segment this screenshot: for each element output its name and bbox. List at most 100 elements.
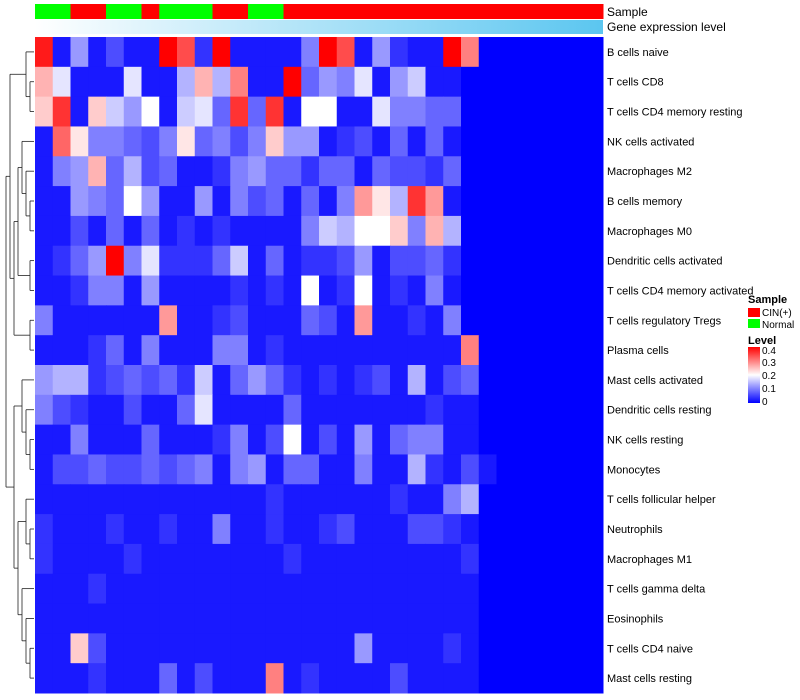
heatmap-cell bbox=[319, 37, 338, 68]
heatmap-cell bbox=[265, 365, 284, 396]
heatmap-cell bbox=[425, 335, 444, 366]
heatmap-cell bbox=[106, 215, 125, 247]
heatmap-cell bbox=[425, 96, 444, 127]
heatmap-cell bbox=[514, 37, 533, 68]
legend-level-colorbar bbox=[748, 347, 760, 403]
heatmap-cell bbox=[70, 335, 89, 366]
heatmap-cell bbox=[407, 573, 426, 605]
heatmap-cell bbox=[478, 573, 497, 605]
heatmap-cell bbox=[88, 663, 107, 694]
heatmap-cell bbox=[141, 484, 160, 515]
row-label: NK cells resting bbox=[607, 435, 683, 447]
heatmap-cell bbox=[372, 126, 391, 157]
heatmap-cell bbox=[478, 66, 497, 98]
row-label: Eosinophils bbox=[607, 613, 664, 625]
heatmap-cell bbox=[265, 484, 284, 515]
row-label: Mast cells resting bbox=[607, 673, 692, 685]
legend-level-tick: 0.4 bbox=[762, 346, 776, 357]
heatmap-cell bbox=[212, 365, 231, 396]
heatmap-cell bbox=[194, 365, 213, 396]
heatmap-cell bbox=[177, 543, 196, 575]
heatmap-cell bbox=[248, 484, 267, 515]
sample-annotation-cell bbox=[425, 4, 444, 19]
heatmap-cell bbox=[70, 37, 89, 68]
heatmap-cell bbox=[106, 37, 125, 68]
heatmap-cell bbox=[567, 156, 586, 187]
heatmap-cell bbox=[106, 305, 125, 336]
heatmap-cell bbox=[407, 305, 426, 336]
heatmap-cell bbox=[585, 603, 604, 634]
heatmap-cell bbox=[212, 454, 231, 485]
sample-annotation-cell bbox=[549, 4, 568, 19]
heatmap-cell bbox=[52, 96, 71, 127]
heatmap-cell bbox=[35, 96, 54, 127]
heatmap-cell bbox=[390, 663, 409, 694]
heatmap-cell bbox=[35, 603, 54, 634]
heatmap-cell bbox=[194, 603, 213, 634]
heatmap-cell bbox=[407, 126, 426, 157]
heatmap-cell bbox=[248, 245, 267, 277]
heatmap-cell bbox=[159, 663, 178, 694]
heatmap-cell bbox=[372, 484, 391, 515]
heatmap-cell bbox=[336, 335, 355, 366]
heatmap-cell bbox=[230, 275, 249, 306]
heatmap-cell bbox=[585, 215, 604, 247]
heatmap-cell bbox=[443, 394, 462, 426]
expression-level-track bbox=[35, 20, 603, 34]
heatmap-cell bbox=[461, 424, 480, 455]
heatmap-cell bbox=[212, 215, 231, 247]
heatmap-cell bbox=[425, 543, 444, 575]
heatmap-cell bbox=[248, 365, 267, 396]
heatmap-cell bbox=[478, 454, 497, 485]
heatmap-cell bbox=[567, 215, 586, 247]
heatmap-cell bbox=[372, 335, 391, 366]
heatmap-cell bbox=[478, 514, 497, 545]
heatmap-cell bbox=[443, 603, 462, 634]
heatmap-cell bbox=[425, 156, 444, 187]
heatmap-cell bbox=[407, 215, 426, 247]
heatmap-cell bbox=[354, 186, 373, 217]
heatmap-cell bbox=[585, 275, 604, 306]
heatmap-cell bbox=[159, 186, 178, 217]
heatmap-cell bbox=[354, 66, 373, 98]
heatmap-cell bbox=[106, 275, 125, 306]
heatmap-cell bbox=[319, 156, 338, 187]
heatmap-cell bbox=[443, 514, 462, 545]
heatmap-cell bbox=[141, 365, 160, 396]
heatmap-cell bbox=[567, 573, 586, 605]
heatmap-cell bbox=[443, 245, 462, 277]
heatmap-cell bbox=[283, 573, 302, 605]
heatmap-cell bbox=[549, 156, 568, 187]
heatmap-cell bbox=[106, 394, 125, 426]
heatmap-cell bbox=[70, 454, 89, 485]
heatmap-cell bbox=[478, 663, 497, 694]
heatmap-cell bbox=[123, 37, 142, 68]
heatmap-cell bbox=[461, 484, 480, 515]
heatmap-cell bbox=[248, 305, 267, 336]
heatmap-cell bbox=[88, 454, 107, 485]
heatmap-cell bbox=[407, 186, 426, 217]
heatmap-cell bbox=[177, 215, 196, 247]
heatmap-cell bbox=[88, 37, 107, 68]
heatmap-cell bbox=[336, 365, 355, 396]
row-label: Plasma cells bbox=[607, 345, 669, 357]
heatmap-cell bbox=[514, 663, 533, 694]
heatmap-cell bbox=[585, 126, 604, 157]
heatmap-cell bbox=[390, 186, 409, 217]
heatmap-cell bbox=[390, 275, 409, 306]
heatmap-cell bbox=[177, 245, 196, 277]
heatmap-cell bbox=[35, 663, 54, 694]
heatmap-cell bbox=[177, 454, 196, 485]
heatmap-cell bbox=[52, 633, 71, 664]
heatmap-cell bbox=[70, 126, 89, 157]
heatmap-cell bbox=[88, 96, 107, 127]
heatmap-cell bbox=[425, 603, 444, 634]
heatmap-cell bbox=[123, 66, 142, 98]
heatmap-cell bbox=[88, 215, 107, 247]
heatmap-cell bbox=[35, 126, 54, 157]
heatmap-cell bbox=[425, 454, 444, 485]
heatmap-cell bbox=[532, 663, 551, 694]
heatmap-cell bbox=[123, 186, 142, 217]
heatmap-cell bbox=[70, 186, 89, 217]
